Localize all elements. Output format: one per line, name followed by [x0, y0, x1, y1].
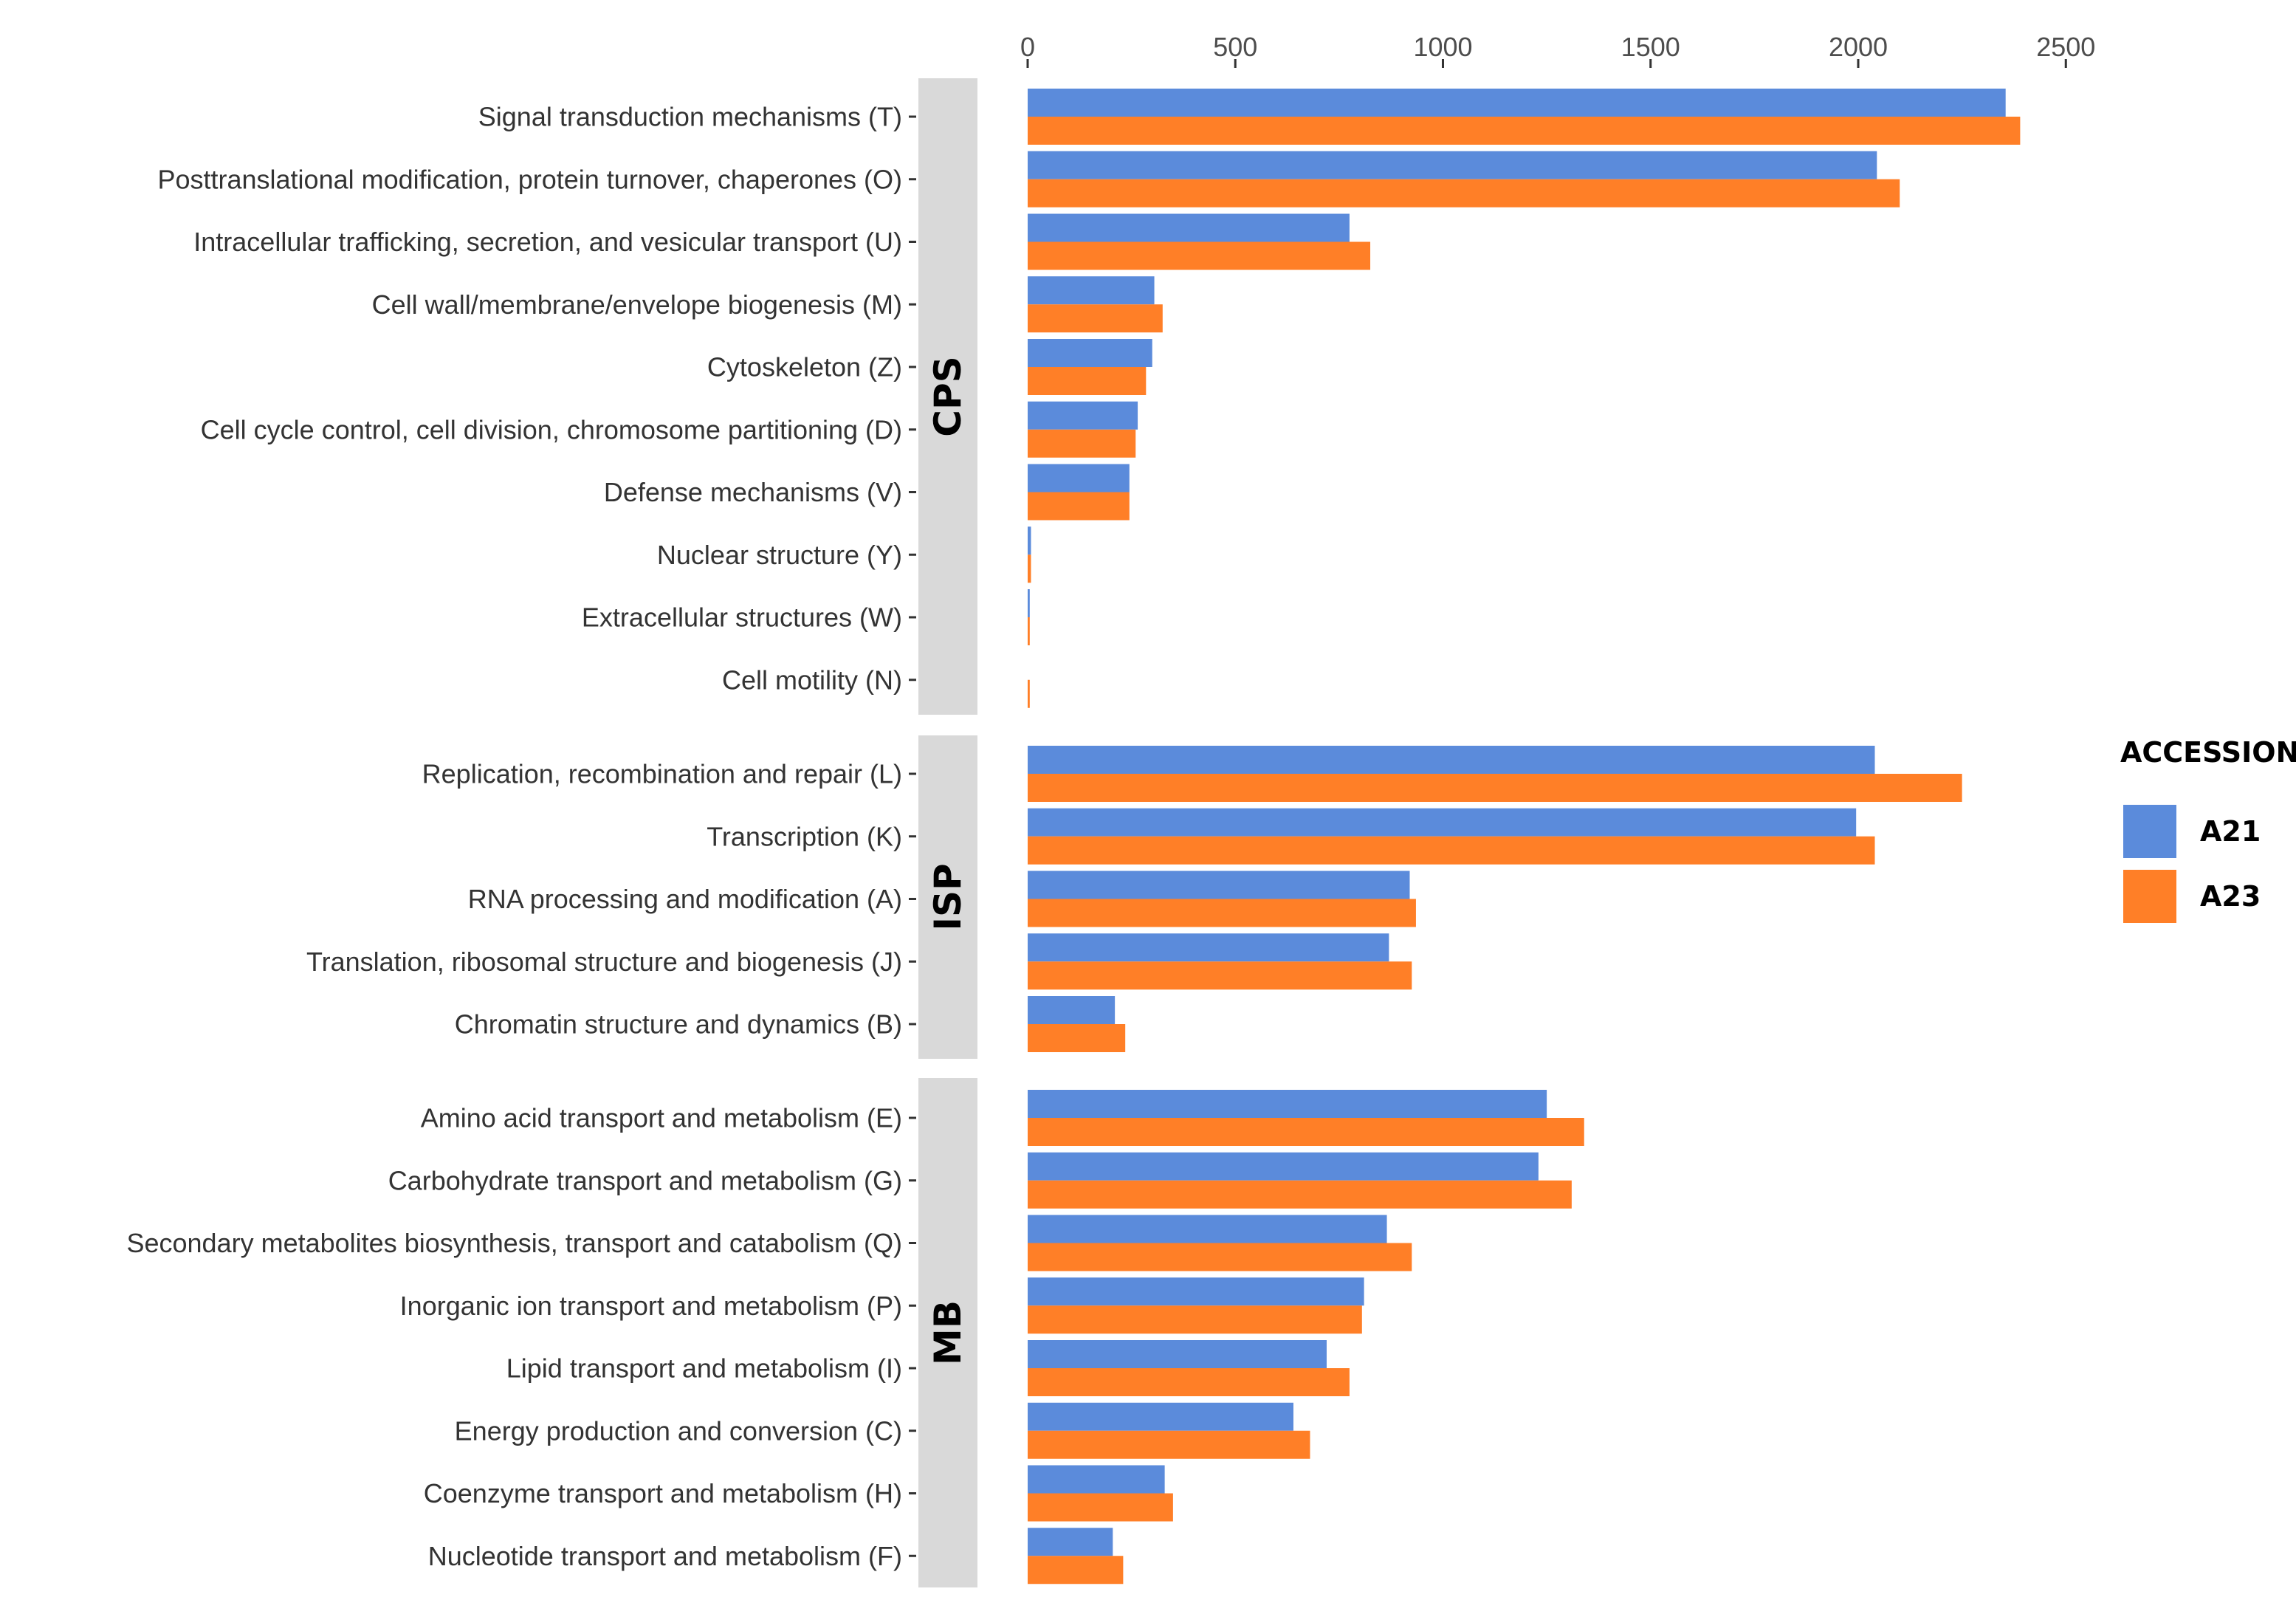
- bar-a23: [1028, 241, 1371, 270]
- category-label: Cell wall/membrane/envelope biogenesis (…: [372, 289, 902, 320]
- bar-a21: [1028, 1215, 1387, 1243]
- bar-a23: [1028, 555, 1031, 583]
- bar-a21: [1028, 808, 1857, 837]
- category-label: Posttranslational modification, protein …: [157, 164, 902, 194]
- bar-a23: [1028, 617, 1030, 645]
- facet-strip: [918, 78, 977, 715]
- x-tick-label: 1500: [1621, 32, 1680, 62]
- bar-a23: [1028, 1493, 1173, 1522]
- category-label: Chromatin structure and dynamics (B): [455, 1009, 902, 1040]
- bar-a23: [1028, 836, 1875, 865]
- x-tick-label: 500: [1213, 32, 1257, 62]
- category-label: Intracellular trafficking, secretion, an…: [193, 227, 902, 257]
- bar-a21: [1028, 746, 1875, 774]
- category-label: Replication, recombination and repair (L…: [422, 759, 902, 789]
- bar-a21: [1028, 89, 2006, 117]
- bar-a23: [1028, 899, 1416, 927]
- category-label: Cell motility (N): [722, 665, 902, 695]
- facet-strips: CPS ISP MB: [918, 78, 977, 1587]
- bar-a23: [1028, 429, 1136, 458]
- bar-a23: [1028, 1180, 1572, 1209]
- facet-strip-label: MB: [927, 1300, 969, 1365]
- category-label: Lipid transport and metabolism (I): [506, 1353, 902, 1384]
- bar-a21: [1028, 871, 1410, 899]
- bar-a21: [1028, 276, 1155, 305]
- category-label: Signal transduction mechanisms (T): [478, 102, 902, 132]
- bar-a23: [1028, 679, 1030, 708]
- bar-a23: [1028, 117, 2021, 145]
- bars: [1028, 89, 2021, 1585]
- bar-a23: [1028, 1368, 1350, 1396]
- x-tick-label: 2000: [1829, 32, 1888, 62]
- facet-strip: [918, 735, 977, 1059]
- category-label: Amino acid transport and metabolism (E): [421, 1103, 902, 1133]
- category-label: Energy production and conversion (C): [455, 1415, 902, 1446]
- bar-a21: [1028, 401, 1138, 430]
- bar-a21: [1028, 589, 1030, 617]
- bar-a21: [1028, 213, 1350, 242]
- category-label: Coenzyme transport and metabolism (H): [424, 1478, 902, 1508]
- bar-a21: [1028, 526, 1031, 555]
- bar-a21: [1028, 1528, 1113, 1556]
- category-label: Carbohydrate transport and metabolism (G…: [388, 1165, 902, 1195]
- bar-a23: [1028, 1243, 1412, 1271]
- bar-a21: [1028, 1340, 1327, 1368]
- bar-a23: [1028, 1305, 1362, 1334]
- bar-a23: [1028, 179, 1900, 207]
- category-label: Cytoskeleton (Z): [707, 352, 902, 382]
- bar-a23: [1028, 304, 1163, 333]
- bar-a21: [1028, 151, 1877, 179]
- category-labels: Signal transduction mechanisms (T) Posttr…: [126, 102, 916, 1571]
- facet-strip-label: CPS: [927, 356, 969, 436]
- x-tick-label: 2500: [2036, 32, 2095, 62]
- category-label: Inorganic ion transport and metabolism (…: [400, 1291, 902, 1321]
- category-label: Nucleotide transport and metabolism (F): [428, 1541, 902, 1571]
- category-label: RNA processing and modification (A): [468, 884, 902, 914]
- category-label: Nuclear structure (Y): [657, 540, 902, 570]
- legend-label-a23: A23: [2200, 880, 2261, 913]
- category-label: Translation, ribosomal structure and bio…: [306, 947, 902, 977]
- bar-a23: [1028, 961, 1412, 990]
- legend-key-a23: [2123, 870, 2176, 923]
- bar-a23: [1028, 1118, 1584, 1146]
- bar-a21: [1028, 1465, 1165, 1494]
- bar-a23: [1028, 1556, 1124, 1585]
- bar-a23: [1028, 367, 1147, 395]
- bar-a21: [1028, 996, 1116, 1024]
- legend: ACCESSION A21 A23: [2120, 736, 2296, 923]
- legend-key-a21: [2123, 805, 2176, 858]
- category-label: Extracellular structures (W): [582, 602, 902, 633]
- bar-a21: [1028, 464, 1130, 492]
- legend-title: ACCESSION: [2120, 736, 2296, 769]
- category-label: Secondary metabolites biosynthesis, tran…: [126, 1228, 902, 1258]
- bar-a23: [1028, 1024, 1126, 1052]
- bar-a21: [1028, 1090, 1547, 1118]
- bar-a23: [1028, 1430, 1310, 1459]
- bar-a23: [1028, 774, 1962, 802]
- facet-strip-label: ISP: [927, 863, 969, 930]
- x-tick-label: 1000: [1413, 32, 1472, 62]
- bar-a21: [1028, 1402, 1293, 1431]
- category-label: Cell cycle control, cell division, chrom…: [201, 414, 902, 444]
- bar-a21: [1028, 1152, 1539, 1181]
- bar-a21: [1028, 933, 1389, 962]
- x-tick-label: 0: [1020, 32, 1035, 62]
- category-label: Transcription (K): [707, 821, 902, 851]
- bar-a21: [1028, 1277, 1364, 1306]
- facet-strip: [918, 1078, 977, 1587]
- x-axis: 0 500 1000 1500 2000 2500: [1020, 32, 2095, 68]
- legend-label-a21: A21: [2200, 815, 2261, 848]
- bar-a23: [1028, 492, 1130, 521]
- category-label: Defense mechanisms (V): [604, 477, 902, 507]
- bar-a21: [1028, 339, 1152, 367]
